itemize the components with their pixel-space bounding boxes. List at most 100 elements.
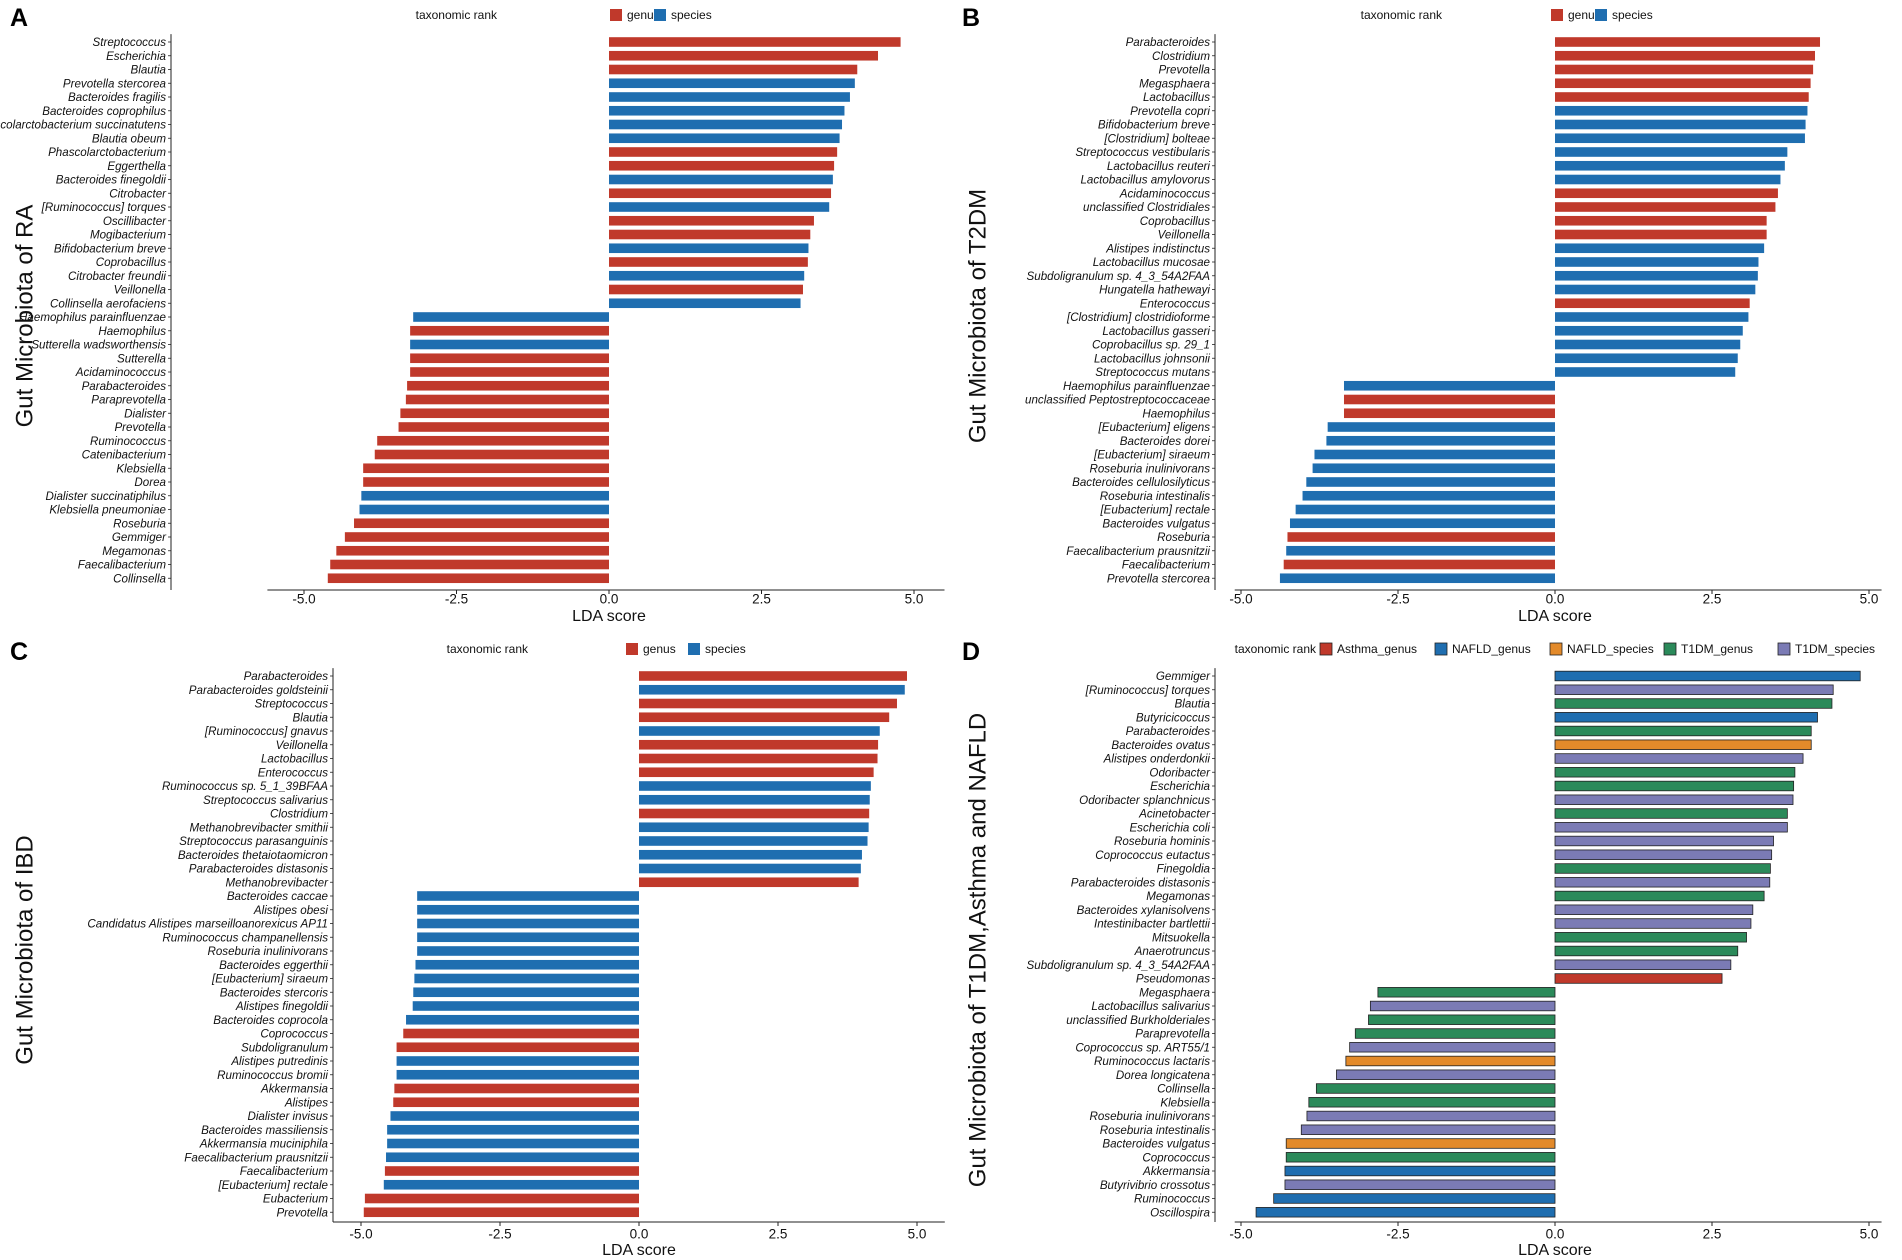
x-tick-label: -2.5 [488,1227,511,1242]
bar-genus [639,753,878,764]
bar-species [1289,518,1555,529]
bars: ParabacteroidesClostridiumPrevotellaMega… [1025,36,1821,585]
category-label: Dialister invisus [247,1110,328,1123]
category-label: Klebsiella pneumoniae [49,504,166,517]
bar-species [413,987,639,998]
category-label: Clostridium [1152,50,1210,63]
category-label: Bacteroides caccae [227,890,329,903]
bar-genus [384,1166,639,1176]
bar-species [396,1056,639,1066]
bar-genus [609,160,835,171]
category-label: Roseburia intestinalis [1100,1124,1210,1137]
bar-species [609,133,840,144]
category-label: Haemophilus parainfluenzae [1063,380,1211,393]
category-label: Dialister succinatiphilus [46,490,167,503]
category-label: Prevotella stercorea [1107,572,1211,585]
bar-genus [1555,229,1767,240]
bar-species [639,726,880,736]
bar-genus [377,435,609,446]
category-label: Faecalibacterium [1122,559,1211,572]
bar-genus [639,877,859,888]
category-label: Phascolarctobacterium succinatutens [0,119,166,132]
bar-genus [1555,188,1778,199]
bar-species [639,822,869,833]
bar-genus [410,325,609,336]
category-label: Parabacteroides goldsteinii [189,684,329,697]
bar-genus [1555,37,1821,47]
category-label: Ruminococcus [90,435,166,448]
bar-genus [363,463,609,474]
category-label: Bacteroides ovatus [1111,739,1210,752]
bar-species [639,836,868,846]
bar-species [1555,243,1765,254]
bar-genus [344,532,609,542]
category-label: [Clostridium] clostridioforme [1066,311,1211,324]
category-label: Haemophilus [98,325,166,338]
category-label: Roseburia inulinivorans [1089,462,1210,475]
y-axis-title: Gut Microbiota of T1DM,Asthma and NAFLD [964,713,991,1187]
category-label: Parabacteroides [82,380,167,393]
bar-T1DM_species [1554,822,1788,833]
category-label: Collinsella [1157,1083,1210,1096]
category-label: Faecalibacterium [78,559,167,572]
bar-T1DM_genus [1315,1083,1556,1094]
category-label: Bacteroides fragilis [68,91,166,104]
bar-species [390,1111,639,1121]
bar-T1DM_species [1554,918,1752,929]
bar-Asthma_genus [1554,973,1723,984]
bar-species [386,1152,639,1163]
category-label: [Clostridium] bolteae [1103,132,1210,145]
category-label: Veillonella [276,739,329,752]
category-label: Alistipes obesi [253,904,329,917]
bar-T1DM_genus [1554,780,1795,792]
category-label: Prevotella [276,1206,328,1219]
bar-species [639,863,861,874]
category-label: Blautia [293,711,329,724]
bar-T1DM_species [1284,1179,1556,1190]
category-label: Escherichia [1150,780,1210,793]
bar-species [1555,257,1759,267]
bar-genus [1283,559,1555,570]
category-label: Streptococcus vestibularis [1075,146,1210,159]
legend-title: taxonomic rank [1361,8,1443,22]
bar-species [1555,119,1806,130]
x-tick-label: 5.0 [1860,592,1879,607]
category-label: Bacteroides finegoldii [56,174,167,187]
category-label: Coprobacillus [96,256,166,269]
category-label: Alistipes finegoldii [235,1000,329,1013]
category-label: Ruminococcus [1134,1193,1210,1206]
bar-species [383,1179,639,1190]
category-label: Roseburia [1157,531,1210,544]
bars: StreptococcusEscherichiaBlautiaPrevotell… [0,36,901,585]
bar-species [1555,367,1736,377]
bar-species [1555,133,1805,144]
bar-T1DM_species [1554,835,1774,847]
category-label: Veillonella [114,284,167,297]
category-label: Lactobacillus johnsonii [1094,352,1210,365]
bar-T1DM_genus [1554,725,1812,737]
legend-swatch-NAFLD_species [1549,642,1563,656]
bar-species [1314,449,1555,460]
category-label: [Eubacterium] rectale [217,1179,328,1192]
bar-NAFLD_genus [1255,1207,1556,1218]
category-label: Veillonella [1158,229,1211,242]
x-tick-label: 0.0 [630,1227,649,1242]
category-label: Coprococcus [260,1028,328,1041]
legend-swatch-NAFLD_genus [1434,642,1448,656]
bar-species [1555,147,1788,157]
bar-genus [609,50,879,61]
bar-genus [639,671,907,681]
category-label: Methanobrevibacter smithii [189,821,328,834]
category-label: Citrobacter freundii [68,270,166,283]
category-label: Lactobacillus amylovorus [1080,174,1210,187]
category-label: Faecalibacterium prausnitzii [1066,545,1210,558]
bar-genus [1555,64,1814,75]
legend-swatch-T1DM_genus [1663,642,1677,656]
bar-genus [609,215,814,226]
bar-species [417,932,639,943]
category-label: Dialister [124,407,167,420]
bar-species [1555,312,1749,322]
bar-T1DM_genus [1377,987,1556,998]
bar-genus [609,64,858,75]
category-label: Prevotella copri [1130,105,1210,118]
